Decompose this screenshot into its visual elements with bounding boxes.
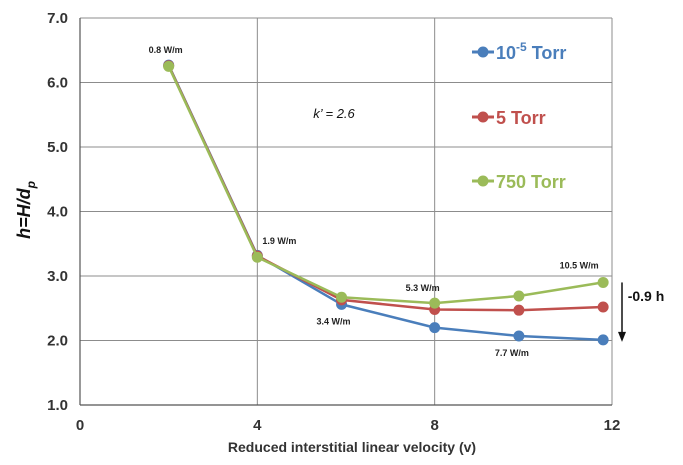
legend-marker xyxy=(477,175,489,187)
legend-label-base: 5 Torr xyxy=(496,108,546,128)
legend-label: 10-5 Torr xyxy=(496,40,566,63)
power-label: 7.7 W/m xyxy=(495,348,529,358)
series-2 xyxy=(163,60,609,309)
y-tick-label: 4.0 xyxy=(47,204,68,221)
data-point xyxy=(597,276,609,288)
data-point xyxy=(597,334,609,346)
x-tick-label: 4 xyxy=(253,417,262,434)
y-tick-label: 7.0 xyxy=(47,10,68,27)
power-label: 5.3 W/m xyxy=(406,283,440,293)
y-tick-label: 2.0 xyxy=(47,333,68,350)
power-label: 10.5 W/m xyxy=(560,260,599,270)
data-point xyxy=(163,60,175,72)
legend-marker xyxy=(477,46,489,58)
axes xyxy=(79,18,612,406)
x-tick-label: 8 xyxy=(430,417,438,434)
x-tick-label: 12 xyxy=(604,417,621,434)
series-line xyxy=(167,64,604,342)
y-tick-labels: 1.0 2.0 3.0 4.0 5.0 6.0 7.0 xyxy=(47,10,68,414)
data-point xyxy=(513,330,525,342)
series-group xyxy=(163,59,609,346)
arrow-down-icon xyxy=(618,331,626,342)
data-point xyxy=(513,304,525,316)
legend-label-base: 750 Torr xyxy=(496,172,566,192)
annotations: 0.8 W/m 1.9 W/m 3.4 W/m 5.3 W/m 7.7 W/m 10.5 … xyxy=(149,45,665,358)
y-axis-label-subscript: p xyxy=(24,181,38,189)
power-label: 3.4 W/m xyxy=(317,316,351,326)
grid-lines xyxy=(80,17,613,405)
legend-label-rest: Torr xyxy=(527,43,567,63)
legend-entry: 10-5 Torr xyxy=(472,40,566,63)
data-point xyxy=(597,301,609,313)
data-point xyxy=(513,290,525,302)
x-tick-label: 0 xyxy=(76,417,84,434)
delta-h-label: -0.9 h xyxy=(628,288,665,304)
x-axis-label: Reduced interstitial linear velocity (v) xyxy=(228,439,476,455)
legend-marker xyxy=(477,111,489,123)
legend-label: 5 Torr xyxy=(496,108,546,128)
series-line xyxy=(167,65,604,305)
series-0 xyxy=(163,59,609,346)
data-point xyxy=(336,291,348,303)
data-point xyxy=(251,251,263,263)
y-tick-label: 5.0 xyxy=(47,139,68,156)
legend-label: 750 Torr xyxy=(496,172,566,192)
x-tick-labels: 0 4 8 12 xyxy=(76,417,621,434)
y-tick-label: 6.0 xyxy=(47,75,68,92)
legend-label-base: 10 xyxy=(496,43,516,63)
y-axis-label: h=H/dp xyxy=(14,181,38,239)
data-point xyxy=(429,297,441,309)
legend: 10-5 Torr 5 Torr 750 Torr xyxy=(472,40,566,192)
power-label: 0.8 W/m xyxy=(149,45,183,55)
legend-entry: 750 Torr xyxy=(472,172,566,192)
y-tick-label: 3.0 xyxy=(47,268,68,285)
y-tick-label: 1.0 xyxy=(47,397,68,414)
y-axis-label-base: h=H/d xyxy=(14,187,34,239)
legend-entry: 5 Torr xyxy=(472,108,546,128)
k-prime-annotation: k’ = 2.6 xyxy=(313,106,355,121)
power-label: 1.9 W/m xyxy=(262,236,296,246)
data-point xyxy=(429,322,441,334)
legend-label-superscript: -5 xyxy=(516,40,527,54)
